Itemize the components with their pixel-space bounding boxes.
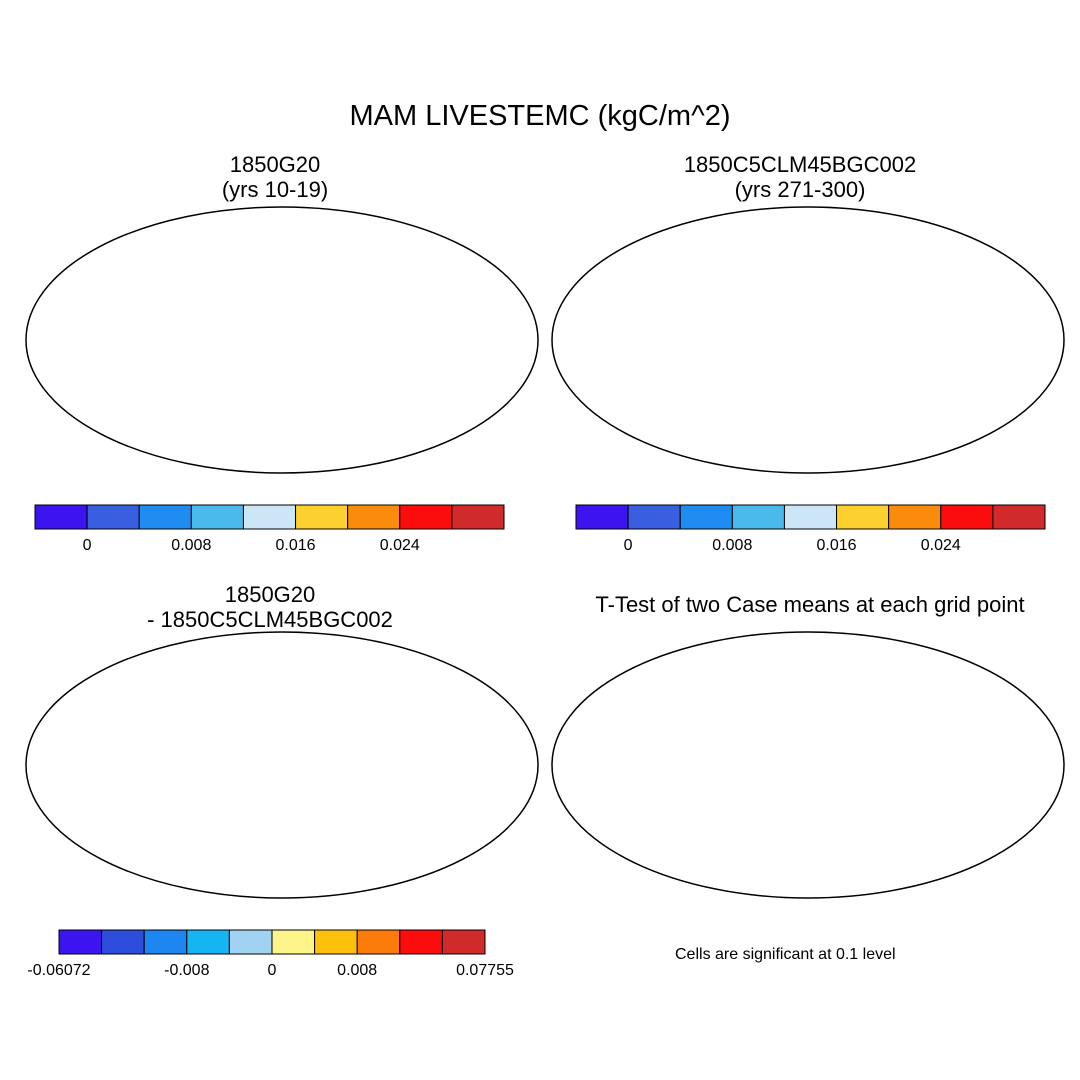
colorbar-tick-label: -0.008: [164, 962, 210, 979]
colorbar-swatch: [441, 929, 486, 955]
map-1850c5clm45bgc002: [551, 206, 1065, 474]
colorbar-tick-label: 0.016: [275, 537, 316, 554]
colorbar-swatch: [86, 504, 140, 530]
colorbar-tick-label: 0: [623, 537, 633, 554]
colorbar-tick-label: 0.024: [379, 537, 420, 554]
colorbar-swatch: [731, 504, 785, 530]
map-ttest: [551, 631, 1065, 899]
colorbar-swatch: [399, 504, 453, 530]
colorbar-tick-label: 0.008: [712, 537, 753, 554]
panel-title-1850c5clm45bgc002: 1850C5CLM45BGC002 (yrs 271-300): [683, 152, 917, 202]
colorbar-1850g20: [34, 504, 505, 530]
colorbar-swatch: [143, 929, 188, 955]
panel-title-ttest: T-Test of two Case means at each grid po…: [595, 592, 1025, 617]
colorbar-swatch: [271, 929, 316, 955]
colorbar-swatch: [992, 504, 1046, 530]
colorbar-swatch: [888, 504, 942, 530]
map-difference: [25, 631, 539, 899]
colorbar-swatch: [627, 504, 681, 530]
map-1850g20: [25, 206, 539, 474]
colorbar-swatch: [451, 504, 505, 530]
colorbar-difference: [58, 929, 486, 955]
colorbar-swatch: [314, 929, 358, 955]
colorbar-tick-label: 0.016: [816, 537, 857, 554]
colorbar-swatch: [940, 504, 994, 530]
colorbar-swatch: [190, 504, 244, 530]
colorbar-tick-label: 0.008: [337, 962, 378, 979]
colorbar-1850c5clm45bgc002: [575, 504, 1046, 530]
colorbar-tick-label: 0.024: [920, 537, 961, 554]
map-frame: [25, 206, 539, 474]
colorbar-tick-label: 0.008: [171, 537, 212, 554]
colorbar-swatch: [34, 504, 88, 530]
panel-title-1850g20: 1850G20 (yrs 10-19): [221, 152, 329, 202]
map-frame: [551, 631, 1065, 899]
colorbar-tick-label: 0: [267, 962, 277, 979]
colorbar-swatch: [58, 929, 103, 955]
map-frame: [551, 206, 1065, 474]
colorbar-swatch: [228, 929, 273, 955]
colorbar-swatch: [138, 504, 192, 530]
colorbar-tick-label: 0: [82, 537, 92, 554]
significance-note: Cells are significant at 0.1 level: [675, 946, 896, 963]
colorbar-swatch: [295, 504, 349, 530]
colorbar-swatch: [836, 504, 890, 530]
colorbar-swatch: [242, 504, 297, 530]
panel-title-difference: 1850G20 - 1850C5CLM45BGC002: [147, 582, 393, 632]
colorbar-swatch: [356, 929, 401, 955]
colorbar-swatch: [679, 504, 733, 530]
colorbar-swatch: [575, 504, 629, 530]
colorbar-swatch: [783, 504, 838, 530]
map-frame: [25, 631, 539, 899]
colorbar-swatch: [186, 929, 230, 955]
colorbar-swatch: [347, 504, 401, 530]
figure-title: MAM LIVESTEMC (kgC/m^2): [349, 100, 731, 132]
colorbar-swatch: [101, 929, 145, 955]
colorbar-swatch: [399, 929, 443, 955]
colorbar-tick-label: -0.06072: [27, 962, 91, 979]
colorbar-tick-label: 0.07755: [456, 962, 514, 979]
